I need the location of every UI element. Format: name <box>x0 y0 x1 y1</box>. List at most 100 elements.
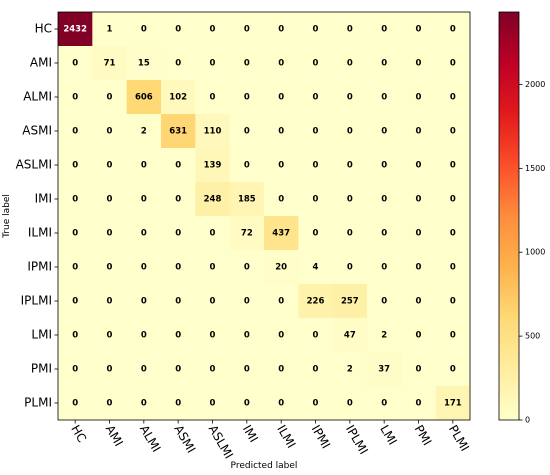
cell-value-label: 0 <box>416 297 422 307</box>
heatmap-cell <box>161 386 196 421</box>
heatmap-cell <box>161 352 196 387</box>
cell-value-label: 102 <box>169 93 187 103</box>
heatmap-cell <box>401 250 437 285</box>
y-axis: HC AMI ALMI ASMI ASLMI IMI ILMI IPMI IPLMI LMI PMI… <box>16 22 58 410</box>
heatmap-cell <box>298 148 334 183</box>
y-tick-label: LMI <box>31 328 52 342</box>
heatmap-cell <box>92 182 128 217</box>
colorbar-tick-label: 500 <box>525 332 540 341</box>
cell-value-label: 0 <box>450 127 456 137</box>
heatmap-cell <box>435 46 471 81</box>
x-tick-label: ASLMI <box>206 423 236 462</box>
heatmap-cell <box>367 148 402 183</box>
cell-value-label: 0 <box>141 365 147 375</box>
y-tick-label: PMI <box>31 362 52 376</box>
cell-value-label: 0 <box>381 25 387 35</box>
cell-value-label: 2 <box>381 331 387 341</box>
cell-value-label: 0 <box>107 263 113 273</box>
cell-value-label: 0 <box>141 161 147 171</box>
heatmap-cell <box>195 182 231 217</box>
heatmap-cell <box>264 148 299 183</box>
heatmap-cell <box>401 284 437 319</box>
x-tick-label: IPMI <box>309 423 333 451</box>
heatmap-cell <box>435 284 471 319</box>
cell-value-label: 0 <box>107 195 113 205</box>
heatmap-cell <box>161 80 196 115</box>
cell-value-label: 0 <box>313 399 319 409</box>
heatmap-cell <box>435 352 471 387</box>
heatmap-cell <box>229 114 265 149</box>
cell-value-label: 0 <box>450 93 456 103</box>
cell-value-label: 0 <box>450 25 456 35</box>
cell-value-label: 0 <box>313 229 319 239</box>
heatmap-cell <box>229 12 265 47</box>
cell-value-label: 0 <box>175 161 181 171</box>
cell-value-label: 0 <box>381 297 387 307</box>
cell-value-label: 0 <box>450 59 456 69</box>
heatmap-cell <box>126 46 162 81</box>
heatmap-cell <box>229 148 265 183</box>
heatmap-cell <box>195 216 231 251</box>
heatmap-cell <box>367 80 402 115</box>
heatmap-cell <box>367 114 402 149</box>
heatmap-cell <box>367 352 402 387</box>
cell-value-label: 0 <box>450 263 456 273</box>
x-tick-label: PLMI <box>446 423 472 454</box>
cell-value-label: 0 <box>210 93 216 103</box>
cell-value-label: 0 <box>244 127 250 137</box>
heatmap-cell <box>298 250 334 285</box>
cell-value-label: 257 <box>341 297 359 307</box>
heatmap-cell <box>435 148 471 183</box>
heatmap-cell <box>58 182 93 217</box>
heatmap-cell <box>161 114 196 149</box>
cell-value-label: 0 <box>244 297 250 307</box>
cell-value-label: 0 <box>450 195 456 205</box>
heatmap-cell <box>92 148 128 183</box>
heatmap-cell <box>126 352 162 387</box>
heatmap-cell <box>195 284 231 319</box>
heatmap-cell <box>332 46 368 81</box>
cell-value-label: 0 <box>347 93 353 103</box>
cell-value-label: 0 <box>141 195 147 205</box>
cell-value-label: 0 <box>175 331 181 341</box>
cell-value-label: 0 <box>347 161 353 171</box>
heatmap-cell <box>401 216 437 251</box>
heatmap-cell <box>126 386 162 421</box>
x-tick-label: ASMI <box>171 423 198 456</box>
cell-value-label: 0 <box>450 161 456 171</box>
heatmap-cell <box>367 46 402 81</box>
cell-value-label: 0 <box>107 399 113 409</box>
cell-value-label: 0 <box>72 161 78 171</box>
heatmap-cell <box>229 216 265 251</box>
heatmap-cell <box>229 80 265 115</box>
cell-value-label: 0 <box>210 331 216 341</box>
heatmap-cell <box>161 216 196 251</box>
heatmap-cell <box>58 284 93 319</box>
heatmap-cell <box>92 80 128 115</box>
heatmap-cell <box>332 216 368 251</box>
cell-value-label: 4 <box>313 263 319 273</box>
heatmap-cell <box>58 148 93 183</box>
cell-value-label: 0 <box>313 127 319 137</box>
cell-value-label: 0 <box>175 229 181 239</box>
cell-value-label: 0 <box>210 365 216 375</box>
cell-value-label: 0 <box>278 93 284 103</box>
x-tick-label: HC <box>68 423 89 445</box>
heatmap-cell <box>435 182 471 217</box>
colorbar: 0 500 1000 1500 2000 <box>498 11 545 425</box>
cell-value-label: 0 <box>347 263 353 273</box>
heatmap-cell <box>298 284 334 319</box>
heatmap-cell <box>298 352 334 387</box>
heatmap-cell <box>195 114 231 149</box>
cell-value-label: 0 <box>313 25 319 35</box>
cell-value-label: 0 <box>72 365 78 375</box>
cell-value-label: 0 <box>381 127 387 137</box>
x-tick-label: PMI <box>412 423 435 448</box>
cell-value-label: 0 <box>244 93 250 103</box>
cell-value-label: 0 <box>278 161 284 171</box>
cell-value-label: 0 <box>244 399 250 409</box>
heatmap-cell <box>332 114 368 149</box>
heatmap-cell <box>229 182 265 217</box>
cell-value-label: 1 <box>107 25 113 35</box>
cell-value-label: 0 <box>72 297 78 307</box>
